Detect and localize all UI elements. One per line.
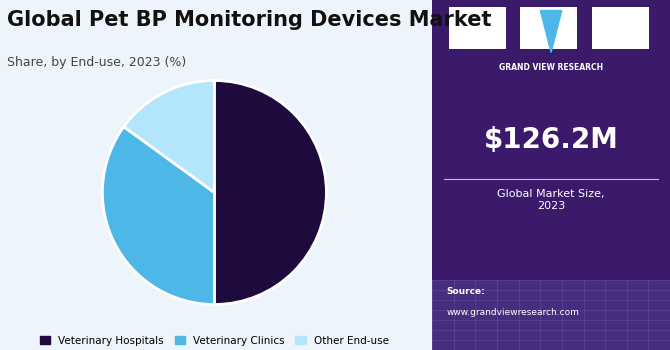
Text: $126.2M: $126.2M bbox=[484, 126, 618, 154]
Wedge shape bbox=[214, 80, 326, 304]
Text: Share, by End-use, 2023 (%): Share, by End-use, 2023 (%) bbox=[7, 56, 186, 69]
Wedge shape bbox=[124, 80, 214, 193]
Legend: Veterinary Hospitals, Veterinary Clinics, Other End-use: Veterinary Hospitals, Veterinary Clinics… bbox=[36, 331, 393, 350]
FancyBboxPatch shape bbox=[520, 7, 578, 49]
FancyBboxPatch shape bbox=[432, 0, 670, 350]
Polygon shape bbox=[541, 10, 561, 52]
Text: Global Market Size,
2023: Global Market Size, 2023 bbox=[497, 189, 605, 211]
Text: Source:: Source: bbox=[446, 287, 485, 296]
FancyBboxPatch shape bbox=[432, 280, 670, 350]
Text: Global Pet BP Monitoring Devices Market: Global Pet BP Monitoring Devices Market bbox=[7, 10, 491, 30]
FancyBboxPatch shape bbox=[449, 7, 506, 49]
FancyBboxPatch shape bbox=[592, 7, 649, 49]
Text: GRAND VIEW RESEARCH: GRAND VIEW RESEARCH bbox=[499, 63, 603, 72]
Text: www.grandviewresearch.com: www.grandviewresearch.com bbox=[446, 308, 580, 317]
Wedge shape bbox=[103, 127, 214, 304]
